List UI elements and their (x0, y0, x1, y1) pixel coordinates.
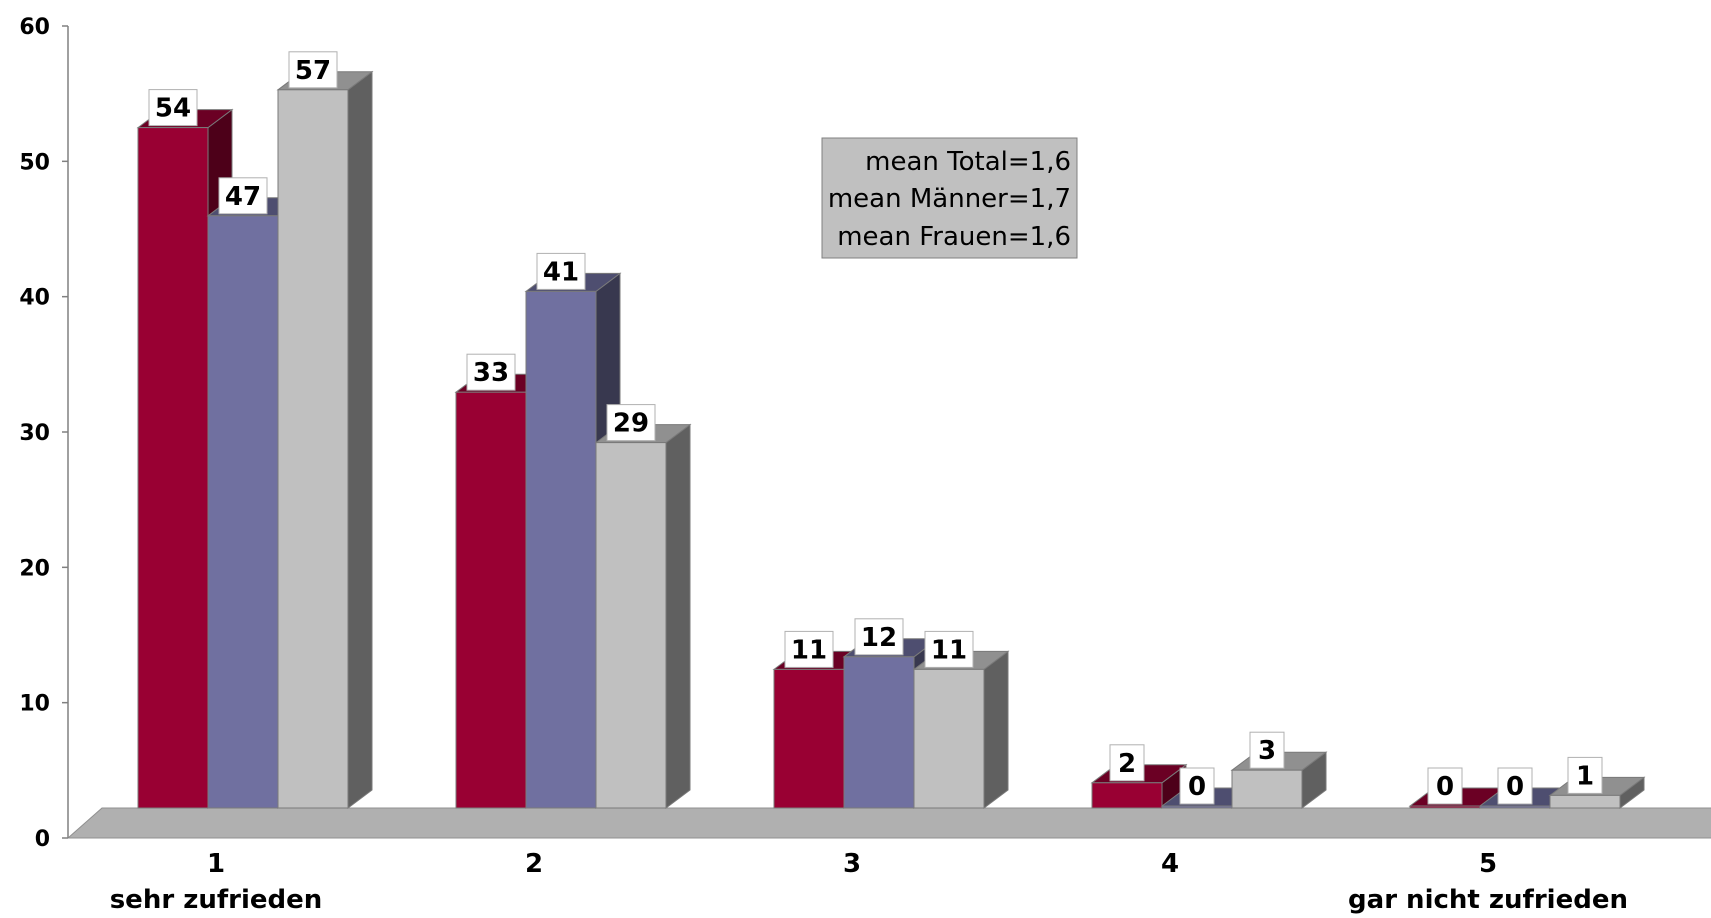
x-tick-sublabel: gar nicht zufrieden (1348, 885, 1628, 915)
data-label-box (1427, 767, 1463, 805)
bar (137, 127, 209, 809)
y-tick-label: 10 (19, 692, 50, 717)
data-label: 47 (225, 182, 261, 212)
bar (1409, 805, 1481, 809)
bar (913, 668, 985, 809)
annotation-line-maenner: mean Männer=1,7 (828, 184, 1071, 214)
x-tick-label: 3 (843, 849, 861, 879)
y-tick-label: 60 (19, 15, 50, 40)
bar (1161, 805, 1233, 809)
data-label: 3 (1258, 736, 1276, 766)
data-label: 57 (295, 56, 331, 86)
bar (525, 290, 597, 809)
data-label: 2 (1118, 749, 1136, 779)
bar (773, 668, 845, 809)
bar (1231, 769, 1303, 809)
data-label-box (784, 630, 834, 668)
data-label: 29 (613, 409, 649, 439)
bar (843, 656, 915, 809)
annotation-line-frauen: mean Frauen=1,6 (837, 222, 1071, 252)
y-tick-label: 40 (19, 286, 50, 311)
x-tick-sublabel: sehr zufrieden (110, 885, 323, 915)
x-tick-label: 5 (1479, 849, 1497, 879)
data-label-box (536, 252, 586, 290)
data-label-box (466, 353, 516, 391)
bar (455, 391, 527, 809)
data-label-box (1179, 767, 1215, 805)
data-label-box (288, 51, 338, 89)
y-tick-label: 50 (19, 150, 50, 175)
data-label-box (148, 89, 198, 127)
data-label-box (854, 618, 904, 656)
y-tick-label: 30 (19, 421, 50, 446)
bar-side (983, 650, 1009, 809)
bar (1479, 805, 1551, 809)
data-label: 0 (1436, 772, 1454, 802)
bar (595, 442, 667, 809)
chart-floor (66, 807, 1711, 839)
bar (277, 89, 349, 809)
x-tick-label: 4 (1161, 849, 1179, 879)
data-label-box (606, 404, 656, 442)
data-label-box (1109, 744, 1145, 782)
data-label: 54 (155, 94, 191, 124)
bar (207, 215, 279, 809)
y-tick-label: 20 (19, 556, 50, 581)
data-label: 11 (791, 635, 827, 665)
x-tick-label: 1 (207, 849, 225, 879)
bar (1549, 794, 1621, 809)
bar-side (665, 423, 691, 809)
bar (1091, 782, 1163, 809)
data-label: 0 (1188, 772, 1206, 802)
data-label: 41 (543, 257, 579, 287)
data-label: 1 (1576, 761, 1594, 791)
mean-annotation-box: mean Total=1,6 mean Männer=1,7 mean Frau… (821, 137, 1078, 259)
data-label-box (218, 177, 268, 215)
data-label: 33 (473, 358, 509, 388)
data-label-box (1567, 756, 1603, 794)
data-label-box (924, 630, 974, 668)
bar-side (347, 70, 373, 809)
annotation-line-total: mean Total=1,6 (865, 147, 1071, 177)
data-label: 0 (1506, 772, 1524, 802)
x-tick-label: 2 (525, 849, 543, 879)
data-label: 11 (931, 635, 967, 665)
data-label-box (1497, 767, 1533, 805)
data-label-box (1249, 731, 1285, 769)
y-tick-label: 0 (35, 827, 50, 852)
annotation-background (821, 137, 1078, 259)
data-label: 12 (861, 623, 897, 653)
